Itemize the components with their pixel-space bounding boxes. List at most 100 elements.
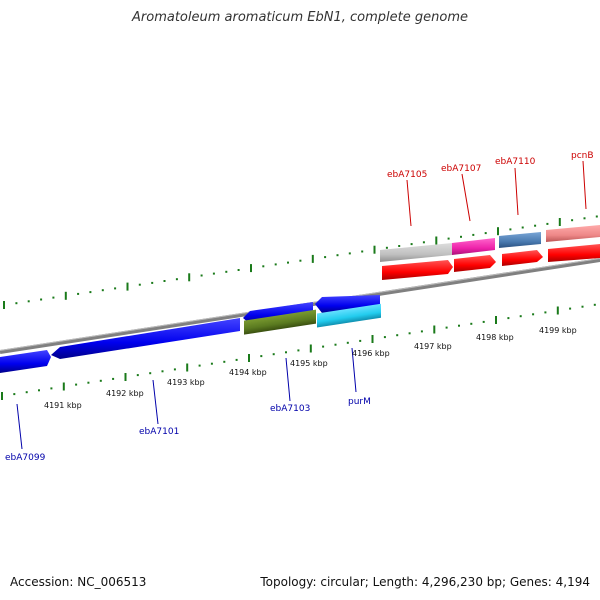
upper-minor-tick xyxy=(200,274,203,277)
lower-minor-tick xyxy=(285,351,287,354)
lower-minor-tick xyxy=(99,379,102,382)
lower-minor-tick xyxy=(507,317,510,320)
upper-minor-tick xyxy=(15,302,18,305)
scale-ticks-lower xyxy=(1,303,596,400)
lower-minor-tick xyxy=(75,383,78,386)
gene-ebA7105-box[interactable] xyxy=(380,243,452,262)
gene-ebA7104-arrow[interactable] xyxy=(382,260,453,280)
upper-minor-tick xyxy=(571,219,574,222)
upper-minor-tick xyxy=(262,265,265,268)
lower-minor-tick xyxy=(544,311,547,314)
map-title: Aromatoleum aromaticum EbN1, complete ge… xyxy=(132,10,468,25)
gene-label-pcnB: pcnB xyxy=(571,151,594,161)
lower-minor-tick xyxy=(581,305,584,308)
upper-minor-tick xyxy=(101,289,104,292)
lower-major-tick xyxy=(62,382,65,391)
upper-minor-tick xyxy=(398,245,401,247)
lower-major-tick xyxy=(556,306,559,315)
upper-minor-tick xyxy=(509,228,512,231)
lower-minor-tick xyxy=(87,381,90,384)
upper-minor-tick xyxy=(521,226,524,229)
scale-label-4198: 4198 kbp xyxy=(476,333,514,342)
lower-minor-tick xyxy=(161,370,164,373)
upper-minor-tick xyxy=(163,280,166,282)
leader-ebA7103 xyxy=(285,357,291,402)
upper-minor-tick xyxy=(89,291,92,294)
upper-minor-tick xyxy=(274,263,277,266)
gene-ebA7110-lower-arrow[interactable] xyxy=(502,250,543,266)
upper-minor-tick xyxy=(212,272,215,275)
lower-major-tick xyxy=(495,316,497,324)
lower-minor-tick xyxy=(396,334,399,337)
upper-minor-tick xyxy=(225,270,228,273)
scale-label-4193: 4193 kbp xyxy=(167,378,205,387)
upper-minor-tick xyxy=(77,292,80,295)
upper-minor-tick xyxy=(447,237,450,240)
lower-minor-tick xyxy=(173,368,176,371)
gene-label-ebA7105: ebA7105 xyxy=(387,170,427,180)
upper-major-tick xyxy=(311,254,314,263)
gene-pcnB-lower-arrow[interactable] xyxy=(548,244,600,262)
lower-minor-tick xyxy=(408,332,411,335)
upper-minor-tick xyxy=(27,300,30,303)
lower-minor-tick xyxy=(532,313,535,316)
scale-label-4194: 4194 kbp xyxy=(229,368,267,377)
leader-ebA7099 xyxy=(16,403,23,450)
lower-minor-tick xyxy=(359,339,362,342)
scale-label-4192: 4192 kbp xyxy=(106,389,144,398)
upper-minor-tick xyxy=(348,252,351,255)
gene-purM-box[interactable] xyxy=(317,303,381,328)
upper-minor-tick xyxy=(287,261,289,264)
gene-ebA7099-arrow[interactable] xyxy=(0,350,51,373)
upper-minor-tick xyxy=(385,246,388,249)
upper-minor-tick xyxy=(546,222,549,225)
upper-major-tick xyxy=(126,282,129,291)
lower-minor-tick xyxy=(112,377,115,380)
lower-minor-tick xyxy=(470,322,473,325)
scale-label-4199: 4199 kbp xyxy=(539,326,577,335)
upper-major-tick xyxy=(558,218,561,226)
lower-minor-tick xyxy=(593,303,596,306)
upper-minor-tick xyxy=(460,235,462,238)
lower-minor-tick xyxy=(149,372,152,375)
lower-minor-tick xyxy=(346,341,349,344)
lower-major-tick xyxy=(124,373,127,381)
lower-minor-tick xyxy=(13,393,16,396)
lower-minor-tick xyxy=(25,391,28,394)
gene-label-ebA7103: ebA7103 xyxy=(270,404,310,414)
upper-minor-tick xyxy=(237,269,240,271)
upper-minor-tick xyxy=(324,256,327,259)
lower-minor-tick xyxy=(136,374,139,377)
upper-minor-tick xyxy=(472,233,475,236)
upper-minor-tick xyxy=(583,217,586,220)
gene-ebA7107-box[interactable] xyxy=(452,238,495,255)
upper-minor-tick xyxy=(138,283,141,286)
upper-minor-tick xyxy=(40,298,43,301)
leader-ebA7101 xyxy=(152,379,159,425)
scale-label-4196: 4196 kbp xyxy=(352,349,390,358)
lower-minor-tick xyxy=(210,362,213,365)
scale-label-4197: 4197 kbp xyxy=(414,342,452,351)
upper-major-tick xyxy=(373,245,376,254)
upper-major-tick xyxy=(188,273,191,282)
scale-label-4195: 4195 kbp xyxy=(290,359,328,368)
gene-ebA7106-arrow[interactable] xyxy=(454,255,496,272)
upper-minor-tick xyxy=(422,241,425,244)
gene-label-ebA7099: ebA7099 xyxy=(5,453,46,463)
leader-ebA7105 xyxy=(406,179,412,227)
lower-minor-tick xyxy=(482,320,485,323)
upper-minor-tick xyxy=(114,287,117,290)
lower-minor-tick xyxy=(519,315,522,318)
leader-ebA7110 xyxy=(514,167,519,216)
lower-minor-tick xyxy=(322,345,325,348)
gene-ebA7101-arrow[interactable] xyxy=(51,318,240,359)
lower-minor-tick xyxy=(38,389,40,392)
lower-minor-tick xyxy=(445,326,448,329)
leader-ebA7107 xyxy=(461,173,471,222)
upper-major-tick xyxy=(250,264,252,273)
gene-ebA7103-box[interactable] xyxy=(244,309,316,335)
leader-purM xyxy=(351,347,357,393)
gene-ebA7110-box[interactable] xyxy=(499,232,541,248)
gene-pcnB-box[interactable] xyxy=(546,225,600,242)
topology-text: Topology: circular; Length: 4,296,230 bp… xyxy=(260,575,590,589)
